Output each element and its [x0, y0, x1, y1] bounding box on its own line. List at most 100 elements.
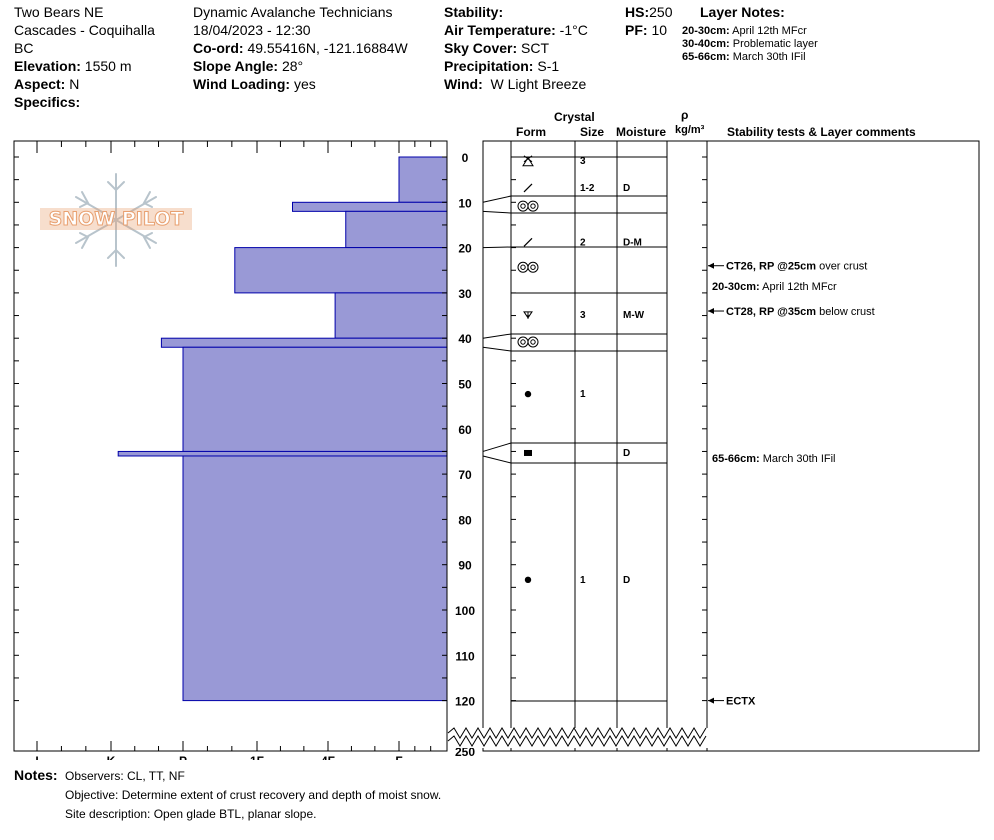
depth-label: 100 [455, 604, 475, 618]
layer-connector [482, 210, 512, 214]
precipitation: Precipitation: S-1 [444, 58, 560, 74]
datetime: 18/04/2023 - 12:30 [193, 22, 311, 38]
depth-break-line [447, 735, 707, 747]
precipitation-particles-icon-part [523, 237, 533, 247]
melt-forms-icon-part [517, 200, 529, 212]
layer-note: 20-30cm: April 12th MFcr [682, 25, 807, 37]
precipitation-particles-icon-part [523, 183, 533, 193]
layer-notes-title: Layer Notes: [700, 4, 785, 20]
depth-break-line [447, 727, 707, 739]
hardness-label: K [107, 754, 116, 760]
wind-loading: Wind Loading: yes [193, 76, 316, 92]
snowpilot-logo: SNOW PILOT [36, 170, 196, 270]
rounded-grains-icon-part [524, 576, 532, 584]
crystal-size: 1 [580, 575, 586, 586]
layer-connector [482, 442, 512, 452]
layer-connector [482, 246, 512, 249]
depth-label: 70 [458, 468, 472, 482]
layer-connector [482, 455, 512, 464]
hardness-label: 1F [250, 754, 264, 760]
melt-forms-icon-part [530, 264, 536, 270]
depth-label: 40 [458, 332, 472, 346]
melt-forms-icon-part [520, 264, 526, 270]
specifics-label: Specifics: [14, 94, 81, 110]
layer-connector [482, 195, 512, 203]
crystal-header: Crystal [554, 110, 595, 124]
depth-label: 20 [458, 242, 472, 256]
hardness-label: F [395, 754, 402, 760]
depth-label: 90 [458, 559, 472, 573]
melt-forms-icon-part [530, 339, 536, 345]
depth-label: 30 [458, 287, 472, 301]
comment-bold: CT26, RP @25cm [726, 261, 816, 273]
surface-hoar-icon-part [523, 155, 533, 163]
melt-forms-icon [517, 336, 539, 348]
slope-angle: Slope Angle: 28° [193, 58, 304, 74]
comment-text: April 12th MFcr [760, 281, 837, 293]
comments-header: Stability tests & Layer comments [727, 125, 916, 139]
hardness-bar [345, 210, 448, 249]
coordinates: Co-ord: 49.55416N, -121.16884W [193, 40, 408, 56]
aspect: Aspect: N [14, 76, 80, 92]
snowpilot-wordmark: SNOW PILOT [40, 208, 192, 231]
crystal-size: 1 [580, 389, 586, 400]
hardness-bar [160, 337, 448, 348]
hardness-bar [234, 247, 448, 294]
comment-bold: 65-66cm: [712, 453, 760, 465]
depth-label: 60 [458, 423, 472, 437]
layer-note: 30-40cm: Problematic layer [682, 38, 818, 50]
comment-bold: CT28, RP @35cm [726, 306, 816, 318]
hardness-label: P [179, 754, 187, 760]
density-unit: kg/m³ [675, 124, 705, 136]
snowflake-icon [75, 173, 157, 267]
stability-comment: CT28, RP @35cm below crust [726, 306, 875, 318]
location-name: Two Bears NE [14, 4, 104, 20]
moisture-value: D [623, 575, 630, 586]
depth-label: 120 [455, 695, 475, 709]
comment-text: March 30th IFil [760, 453, 836, 465]
depth-hoar-icon [523, 311, 533, 319]
comment-bold: ECTX [726, 696, 756, 708]
hardness-bar [292, 201, 448, 212]
precipitation-particles-icon [523, 237, 533, 247]
depth-label: 0 [462, 151, 469, 165]
comment-text: over crust [816, 261, 867, 273]
note-line: Objective: Determine extent of crust rec… [65, 788, 442, 802]
layer-note: 65-66cm: March 30th IFil [682, 51, 806, 63]
penetration-foot: PF: 10 [625, 22, 668, 38]
crystal-size: 3 [580, 310, 586, 321]
moisture-value: D [623, 183, 630, 194]
stability-label: Stability: [444, 4, 504, 20]
note-line: Site description: Open glade BTL, planar… [65, 807, 317, 821]
hardness-label: 4F [321, 754, 335, 760]
hardness-label: I [35, 754, 38, 760]
stability-comment: 65-66cm: March 30th IFil [712, 453, 836, 465]
crystal-size: 3 [580, 156, 586, 167]
wind: Wind: W Light Breeze [444, 76, 587, 92]
melt-forms-icon-part [520, 203, 526, 209]
melt-forms-icon-part [527, 200, 539, 212]
depth-hoar-icon-part [527, 314, 529, 317]
hardness-bar [398, 156, 448, 203]
hardness-bar [334, 292, 448, 339]
stability-comment: 20-30cm: April 12th MFcr [712, 281, 837, 293]
moisture-value: D-M [623, 237, 642, 248]
form-header: Form [516, 125, 546, 139]
note-line: Observers: CL, TT, NF [65, 769, 185, 783]
precipitation-particles-icon [523, 183, 533, 193]
hardness-bar [182, 346, 448, 452]
depth-label: 50 [458, 378, 472, 392]
depth-label: 110 [455, 649, 475, 663]
stability-comment: ECTX [726, 696, 756, 708]
comment-text: below crust [816, 306, 875, 318]
rounded-grains-icon [524, 390, 532, 398]
province: BC [14, 40, 34, 56]
ice-formation-icon [524, 449, 532, 456]
ice-formation-icon-part [524, 449, 532, 456]
organization: Dynamic Avalanche Technicians [193, 4, 393, 20]
region: Cascades - Coquihalla [14, 22, 155, 38]
melt-forms-icon-part [527, 336, 539, 348]
layer-table-frame [482, 140, 980, 752]
depth-label: 80 [458, 513, 472, 527]
snow-height: HS:250 [625, 4, 673, 20]
